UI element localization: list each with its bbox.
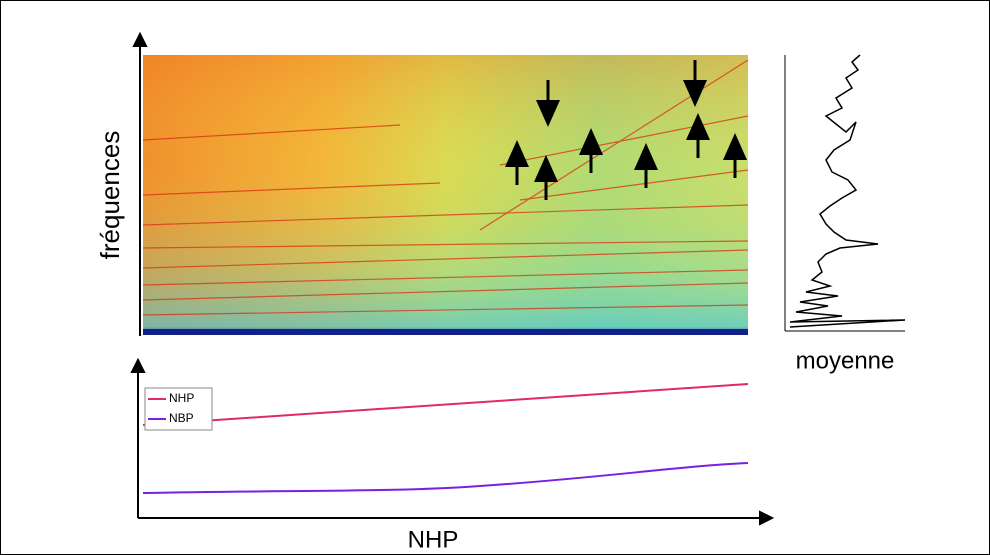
spectrogram [142,55,749,335]
legend: NHP NBP [144,387,213,431]
arrows [505,60,747,200]
nbp-line [142,462,749,494]
legend-label: NHP [169,391,194,405]
x-axis-label: NHP [408,526,459,553]
axes [130,31,905,526]
mean-profile [789,54,906,328]
y-axis-label: fréquences [95,131,125,260]
nhp-line [142,383,749,426]
side-panel-label: moyenne [796,347,895,374]
legend-label: NBP [169,411,194,425]
